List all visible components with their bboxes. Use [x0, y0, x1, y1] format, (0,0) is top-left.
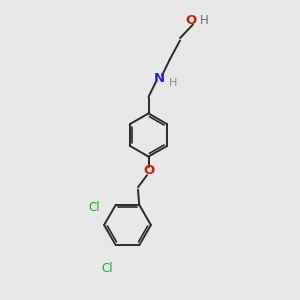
- Text: Cl: Cl: [102, 262, 113, 275]
- Text: H: H: [200, 14, 209, 28]
- Text: O: O: [143, 164, 154, 178]
- Text: Cl: Cl: [89, 201, 100, 214]
- Text: H: H: [169, 77, 178, 88]
- Text: O: O: [185, 14, 196, 28]
- Text: N: N: [153, 72, 165, 85]
